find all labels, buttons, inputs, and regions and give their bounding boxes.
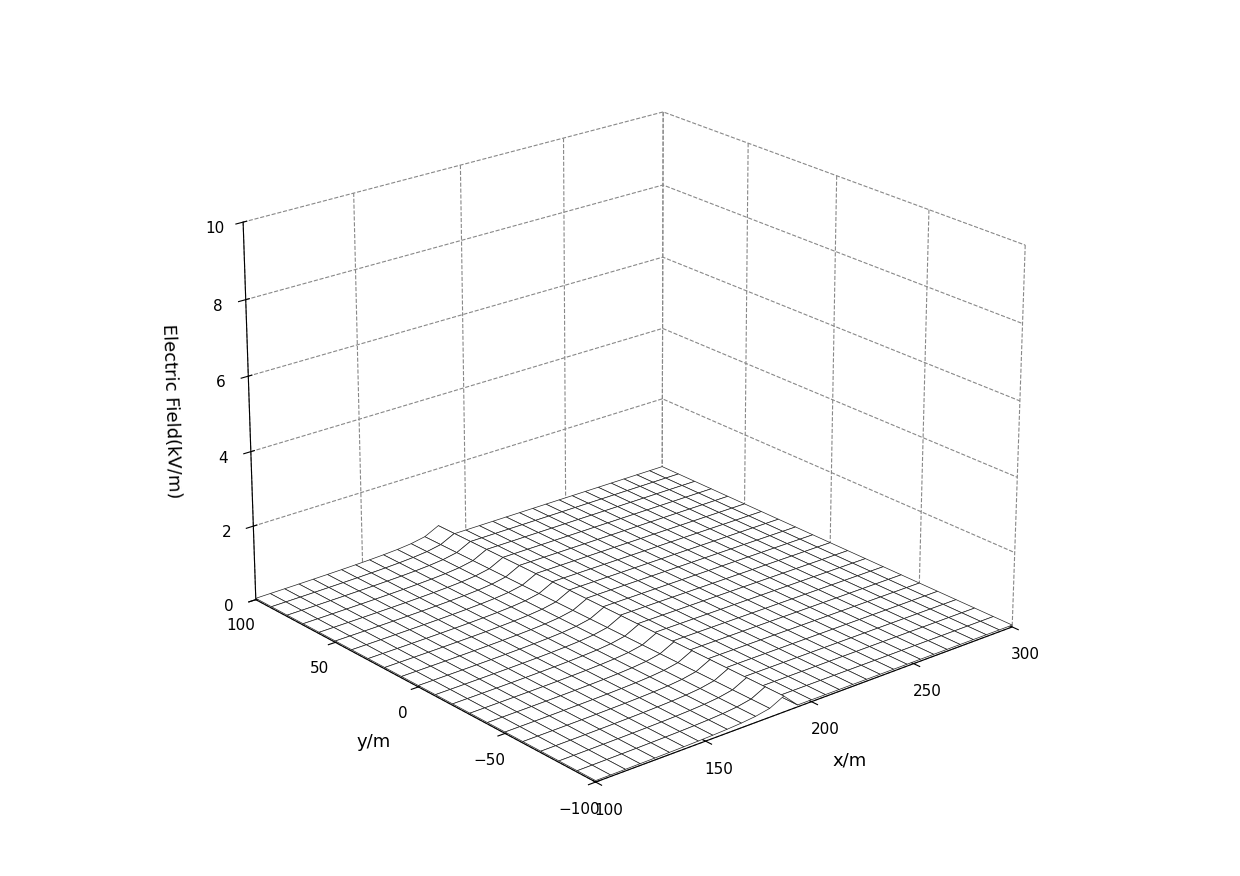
X-axis label: x/m: x/m [833,752,867,770]
Y-axis label: y/m: y/m [356,733,391,752]
